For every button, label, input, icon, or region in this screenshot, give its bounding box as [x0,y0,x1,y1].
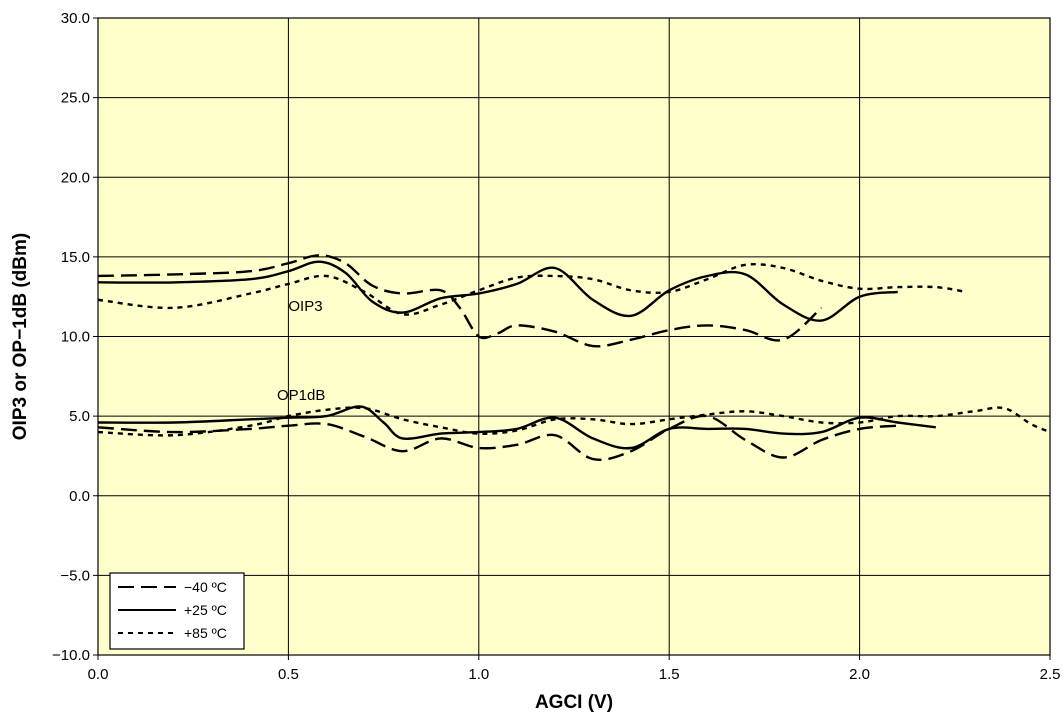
legend-label: +25 ºC [184,602,227,618]
y-tick-label: −5.0 [60,567,90,584]
x-tick-label: 1.5 [659,666,680,683]
annotation-op1db: OP1dB [277,387,325,404]
legend-label: +85 ºC [184,625,227,641]
y-tick-label: 5.0 [69,408,90,425]
x-axis-title: AGCI (V) [535,692,613,713]
annotation-oip3: OIP3 [288,298,322,315]
series-group [97,254,1051,461]
series-line-op1db-25-c [97,405,936,450]
y-tick-label: 30.0 [61,10,90,27]
x-tick-label: 2.0 [849,666,870,683]
y-tick-label: 10.0 [61,329,90,346]
x-tick-label: 2.5 [1040,666,1061,683]
y-tick-label: 15.0 [61,249,90,266]
x-tick-label: 0.5 [278,666,299,683]
y-tick-label: 20.0 [61,169,90,186]
y-tick-label: 0.0 [69,488,90,505]
y-tick-label: 25.0 [61,90,90,107]
series-line-oip3-25-c [97,260,898,322]
x-tick-label: 1.0 [468,666,489,683]
x-tick-label: 0.0 [88,666,109,683]
annotations: OIP3 OP1dB [277,298,325,404]
y-tick-label: −10.0 [52,647,90,664]
tick-labels: 0.0 0.5 1.0 1.5 2.0 2.5 −10.0 −5.0 0.0 5.0 10.0 15.… [52,10,1060,683]
series-line-op1db-40-c [97,414,898,461]
series-line-op1db-85-c [97,406,1051,437]
legend: −40 ºC +25 ºC +85 ºC [109,572,245,650]
series-line-oip3-85-c [97,262,967,316]
y-axis-title: OIP3 or OP−1dB (dBm) [10,233,31,440]
legend-label: −40 ºC [184,579,227,595]
series-line-oip3-40-c [97,254,823,348]
